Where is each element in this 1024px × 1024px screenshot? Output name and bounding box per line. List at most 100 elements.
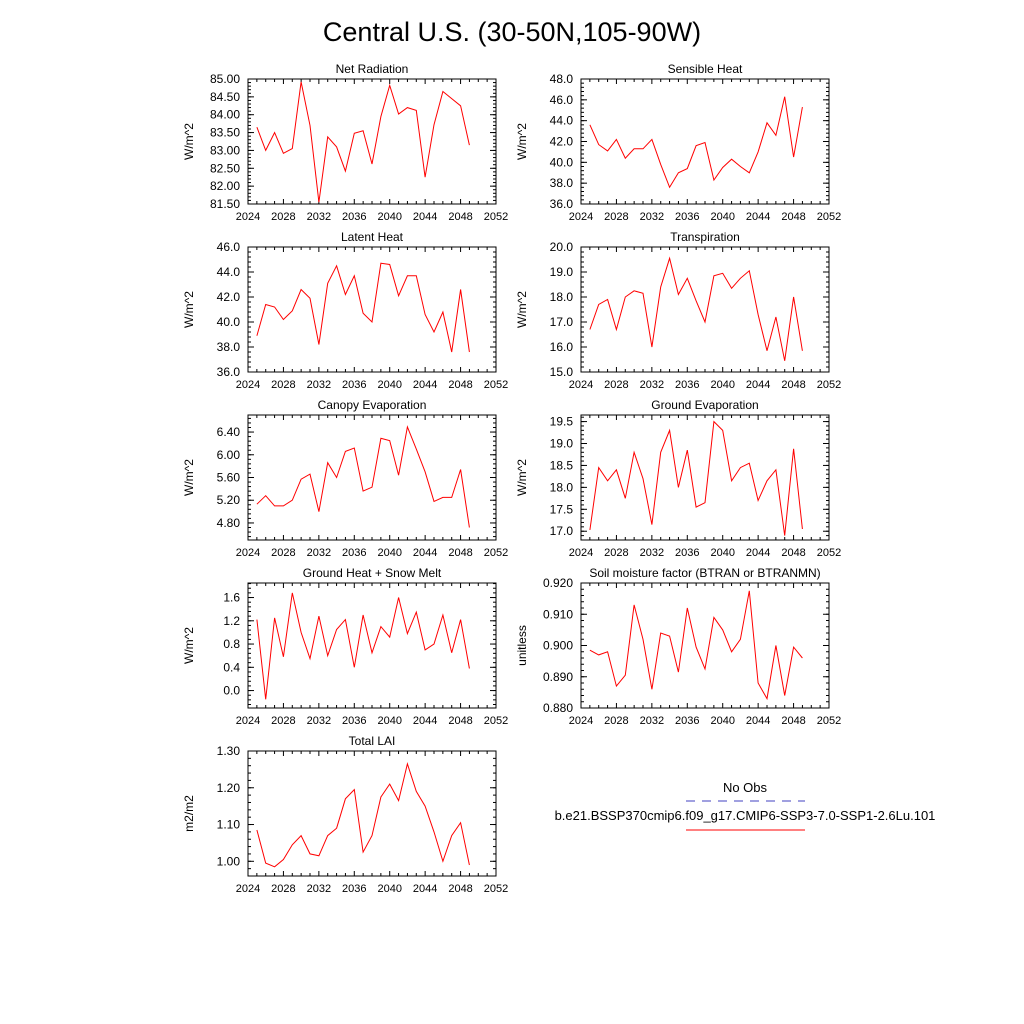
- y-tick-label: 5.60: [217, 471, 241, 485]
- chart-panels: Net Radiation W/m^2 2024 2028 2032 2036 2040 20…: [182, 62, 841, 895]
- plot-frame: [580, 582, 830, 709]
- series-line: [256, 262, 470, 353]
- y-axis-label: m2/m2: [182, 795, 196, 832]
- y-tick-label: 0.880: [543, 701, 573, 715]
- plot-frame: [247, 414, 497, 541]
- x-tick-label: 2048: [781, 715, 805, 727]
- y-tick-label: 0.910: [543, 607, 573, 621]
- y-tick-label: 36.0: [550, 197, 574, 211]
- x-tick-label: 2052: [817, 211, 841, 223]
- x-tick-label: 2052: [484, 547, 508, 559]
- y-tick-label: 82.50: [210, 161, 240, 175]
- chart-title: Total LAI: [349, 734, 396, 748]
- y-tick-label: 46.0: [550, 93, 574, 107]
- y-tick-label: 0.890: [543, 670, 573, 684]
- y-tick-label: 0.8: [223, 637, 240, 651]
- series-line: [589, 256, 803, 361]
- x-tick-label: 2052: [817, 715, 841, 727]
- x-tick-label: 2040: [710, 715, 734, 727]
- x-tick-label: 2036: [342, 883, 366, 895]
- y-tick-label: 6.40: [217, 425, 241, 439]
- chart-title: Ground Evaporation: [651, 398, 758, 412]
- y-tick-label: 17.5: [550, 502, 574, 516]
- x-tick-label: 2040: [710, 547, 734, 559]
- x-tick-label: 2044: [746, 211, 770, 223]
- chart-title: Net Radiation: [336, 62, 409, 76]
- chart-panel: Ground Heat + Snow Melt W/m^2 2024 2028 2032…: [182, 566, 508, 727]
- legend-obs-label: No Obs: [723, 780, 768, 795]
- x-tick-label: 2044: [746, 715, 770, 727]
- y-tick-label: 20.0: [550, 240, 574, 254]
- x-tick-label: 2048: [781, 547, 805, 559]
- x-tick-label: 2052: [817, 379, 841, 391]
- y-tick-label: 84.50: [210, 90, 240, 104]
- x-tick-label: 2024: [236, 211, 260, 223]
- y-tick-label: 42.0: [550, 135, 574, 149]
- x-tick-label: 2044: [413, 379, 437, 391]
- x-tick-label: 2040: [377, 883, 401, 895]
- x-tick-label: 2048: [781, 211, 805, 223]
- x-tick-label: 2048: [448, 211, 472, 223]
- y-tick-label: 84.00: [210, 108, 240, 122]
- x-tick-label: 2040: [377, 715, 401, 727]
- y-tick-label: 6.00: [217, 448, 241, 462]
- y-tick-label: 42.0: [217, 290, 241, 304]
- series-line: [589, 96, 803, 189]
- plot-frame: [247, 78, 497, 205]
- x-tick-label: 2052: [484, 211, 508, 223]
- chart-panel: Latent Heat W/m^2 2024 2028 2032 2036 2040 2044…: [182, 230, 508, 391]
- chart-title: Ground Heat + Snow Melt: [303, 566, 442, 580]
- x-tick-label: 2052: [484, 379, 508, 391]
- plot-frame: [247, 246, 497, 373]
- x-tick-label: 2044: [413, 211, 437, 223]
- series-line: [256, 762, 470, 868]
- x-tick-label: 2044: [746, 379, 770, 391]
- legend-case-label: b.e21.BSSP370cmip6.f09_g17.CMIP6-SSP3-7.…: [555, 808, 936, 823]
- y-axis-label: W/m^2: [182, 627, 196, 664]
- y-tick-label: 0.920: [543, 576, 573, 590]
- y-tick-label: 19.5: [550, 415, 574, 429]
- chart-panel: Transpiration W/m^2 2024 2028 2032 2036 2040 20…: [515, 230, 841, 391]
- plot-frame: [580, 414, 830, 541]
- x-tick-label: 2040: [377, 547, 401, 559]
- y-tick-label: 44.0: [217, 265, 241, 279]
- x-tick-label: 2044: [413, 883, 437, 895]
- x-tick-label: 2028: [604, 379, 628, 391]
- x-tick-label: 2040: [710, 379, 734, 391]
- legend: No Obs b.e21.BSSP370cmip6.f09_g17.CMIP6-…: [555, 780, 936, 831]
- y-tick-label: 18.0: [550, 480, 574, 494]
- y-tick-label: 18.5: [550, 458, 574, 472]
- y-tick-label: 19.0: [550, 265, 574, 279]
- x-tick-label: 2036: [342, 211, 366, 223]
- y-tick-label: 44.0: [550, 114, 574, 128]
- x-tick-label: 2032: [307, 547, 331, 559]
- y-tick-label: 1.10: [217, 818, 241, 832]
- y-tick-label: 38.0: [217, 340, 241, 354]
- y-tick-label: 15.0: [550, 365, 574, 379]
- x-tick-label: 2036: [342, 379, 366, 391]
- x-tick-label: 2024: [569, 547, 593, 559]
- x-tick-label: 2048: [448, 883, 472, 895]
- x-tick-label: 2036: [675, 379, 699, 391]
- x-tick-label: 2036: [675, 547, 699, 559]
- series-line: [589, 420, 803, 536]
- y-tick-label: 1.30: [217, 744, 241, 758]
- chart-panel: Canopy Evaporation W/m^2 2024 2028 2032 2036 2…: [182, 398, 508, 559]
- x-tick-label: 2028: [271, 547, 295, 559]
- chart-panel: Net Radiation W/m^2 2024 2028 2032 2036 2040 20…: [182, 62, 508, 223]
- y-axis-label: unitless: [515, 625, 529, 666]
- x-tick-label: 2036: [675, 715, 699, 727]
- x-tick-label: 2036: [675, 211, 699, 223]
- y-tick-label: 19.0: [550, 437, 574, 451]
- x-tick-label: 2032: [640, 715, 664, 727]
- x-tick-label: 2024: [236, 715, 260, 727]
- y-axis-label: W/m^2: [182, 459, 196, 496]
- chart-panel: Ground Evaporation W/m^2 2024 2028 2032 2036 2…: [515, 398, 841, 559]
- chart-panel: Sensible Heat W/m^2 2024 2028 2032 2036 2040 20…: [515, 62, 841, 223]
- y-axis-label: W/m^2: [515, 123, 529, 160]
- y-tick-label: 36.0: [217, 365, 241, 379]
- x-tick-label: 2024: [569, 715, 593, 727]
- x-tick-label: 2032: [640, 379, 664, 391]
- x-tick-label: 2028: [604, 547, 628, 559]
